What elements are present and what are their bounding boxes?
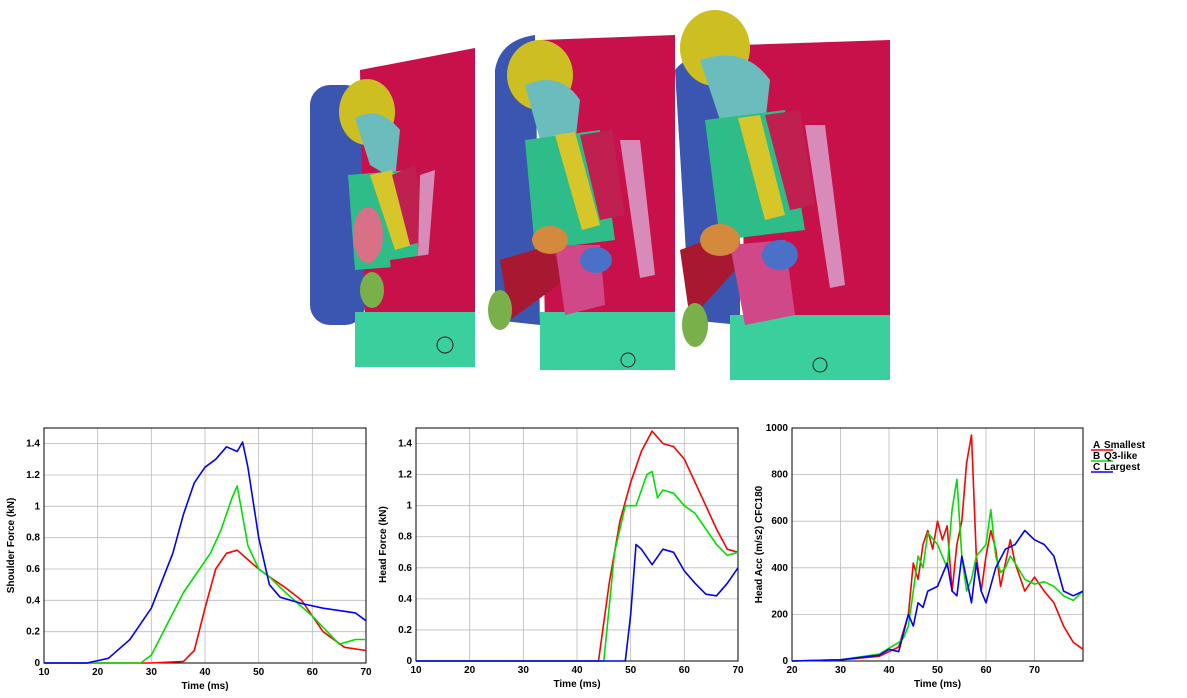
occupant-q3like-image: [488, 35, 675, 370]
y-tick-label: 0: [34, 658, 40, 669]
y-tick-label: 1.4: [398, 439, 412, 450]
x-axis-label: Time (ms): [553, 679, 600, 690]
x-tick-label: 70: [732, 665, 744, 676]
x-tick-label: 60: [980, 665, 992, 676]
x-tick-label: 20: [786, 665, 798, 676]
legend-marker: B: [1093, 451, 1100, 462]
plot-frame: [43, 427, 367, 664]
y-tick-label: 1000: [766, 423, 789, 434]
x-axis-label: Time (ms): [181, 681, 228, 692]
series-line-2: [416, 543, 739, 662]
x-tick-label: 30: [835, 665, 847, 676]
x-tick-label: 60: [679, 665, 691, 676]
y-tick-label: 1.4: [26, 439, 40, 450]
x-tick-label: 50: [625, 665, 637, 676]
x-tick-label: 20: [464, 665, 476, 676]
x-tick-label: 20: [92, 667, 104, 678]
y-tick-label: 1: [406, 501, 412, 512]
y-tick-label: 1: [34, 501, 40, 512]
series-line-1: [416, 470, 739, 662]
x-tick-label: 30: [518, 665, 530, 676]
y-tick-label: 0: [406, 656, 412, 667]
y-tick-label: 0.4: [26, 595, 40, 606]
y-tick-label: 0.6: [398, 563, 412, 574]
y-tick-label: 1.2: [26, 470, 40, 481]
y-tick-label: 0.8: [398, 532, 412, 543]
y-tick-label: 800: [771, 470, 788, 481]
y-axis-label: Shoulder Force (kN): [6, 498, 17, 594]
y-tick-label: 0.4: [398, 594, 412, 605]
series-line-0: [416, 430, 739, 662]
x-tick-label: 30: [146, 667, 158, 678]
x-tick-label: 40: [883, 665, 895, 676]
x-tick-label: 40: [199, 667, 211, 678]
legend-label: Largest: [1104, 462, 1141, 473]
legend-marker: C: [1093, 462, 1100, 473]
y-axis-label: Head Acc (m/s2) CFC180: [754, 485, 765, 603]
y-tick-label: 0.8: [26, 533, 40, 544]
y-tick-label: 0.2: [26, 627, 40, 638]
shoulder-force-chart: 10 20 30 40 50 60 70 0 0.2 0.4 0.6 0.8 1 1.2 1.4 Time (…: [6, 427, 372, 692]
x-tick-label: 70: [1029, 665, 1041, 676]
y-tick-label: 400: [771, 563, 788, 574]
x-axis-label: Time (ms): [914, 679, 961, 690]
x-tick-label: 40: [571, 665, 583, 676]
y-tick-label: 200: [771, 609, 788, 620]
y-tick-label: 0.6: [26, 564, 40, 575]
y-tick-label: 1.2: [398, 470, 412, 481]
x-tick-label: 10: [38, 667, 50, 678]
occupant-smallest-image: [310, 48, 475, 367]
series-line-2: [791, 529, 1084, 662]
x-tick-label: 10: [410, 665, 422, 676]
y-axis-label: Head Force (kN): [378, 506, 389, 583]
legend-label: Q3-like: [1104, 451, 1138, 462]
head-acc-chart: 20 30 40 50 60 70 0 200 400 600 800 1000 Time (ms) He…: [754, 423, 1146, 690]
series-line-2: [44, 441, 367, 664]
plot-frame: [791, 427, 1084, 662]
x-tick-label: 70: [360, 667, 372, 678]
x-tick-label: 50: [253, 667, 265, 678]
legend-marker: A: [1093, 440, 1100, 451]
series-line-1: [791, 478, 1084, 662]
y-tick-label: 0.2: [398, 625, 412, 636]
y-tick-label: 600: [771, 516, 788, 527]
legend-label: Smallest: [1104, 440, 1146, 451]
head-force-chart: 10 20 30 40 50 60 70 0 0.2 0.4 0.6 0.8 1 1.2 1.4 Time (…: [378, 427, 744, 690]
occupant-largest-image: [675, 10, 890, 380]
x-tick-label: 60: [307, 667, 319, 678]
y-tick-label: 0: [782, 656, 788, 667]
occupant-simulation-image: [310, 10, 890, 380]
x-tick-label: 50: [932, 665, 944, 676]
series-line-1: [44, 485, 366, 664]
